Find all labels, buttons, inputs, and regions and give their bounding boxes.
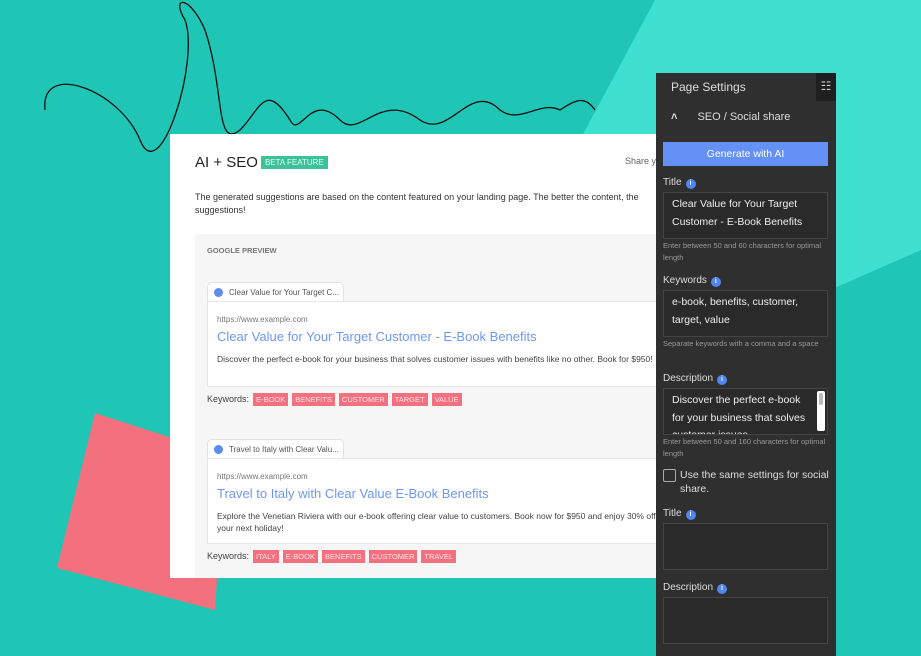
squiggle-line [44, 1, 596, 152]
info-icon[interactable]: i [710, 277, 721, 287]
social-description-field[interactable] [663, 597, 828, 644]
keyword-tag: BENEFITS [321, 550, 365, 563]
social-title-field[interactable] [663, 523, 828, 570]
result-url: https://www.example.com [217, 472, 308, 481]
keywords-field[interactable]: e-book, benefits, customer, target, valu… [663, 290, 828, 337]
google-preview: GOOGLE PREVIEW Clear Value for Your Targ… [195, 234, 670, 578]
title-label: Title i [663, 177, 696, 189]
keywords-row: Keywords: E-BOOK BENEFITS CUSTOMER TARGET VAL… [207, 393, 462, 406]
globe-icon [214, 445, 223, 454]
tab-title: Travel to Italy with Clear Valu... [229, 445, 339, 454]
google-preview-label: GOOGLE PREVIEW [207, 246, 277, 255]
grid-menu-icon[interactable]: ☷ [816, 73, 836, 101]
search-result: https://www.example.com Travel to Italy … [207, 458, 670, 544]
keyword-tag: TRAVEL [421, 550, 457, 563]
description-label: Description i [663, 373, 728, 385]
title-text: AI + SEO [195, 154, 258, 171]
same-settings-label[interactable]: Use the same settings for social share. [680, 469, 829, 495]
result-title[interactable]: Travel to Italy with Clear Value E-Book … [217, 486, 489, 501]
keyword-tag: E-BOOK [282, 550, 318, 563]
globe-icon [214, 288, 223, 297]
search-result: https://www.example.com Clear Value for … [207, 301, 670, 387]
label-text: Description [663, 373, 714, 384]
info-icon[interactable]: i [717, 375, 728, 385]
keywords-hint: Separate keywords with a comma and a spa… [663, 339, 819, 348]
info-icon[interactable]: i [685, 510, 696, 520]
tab-title: Clear Value for Your Target C... [229, 288, 339, 297]
browser-tab: Travel to Italy with Clear Valu... [207, 439, 344, 459]
label-text: Title [663, 508, 682, 519]
browser-tab: Clear Value for Your Target C... [207, 282, 344, 302]
info-icon[interactable]: i [685, 179, 696, 189]
title-hint: Enter between 50 and 60 characters for o… [663, 241, 822, 262]
result-url: https://www.example.com [217, 315, 308, 324]
label-text: Keywords [663, 275, 707, 286]
keyword-tag: BENEFITS [292, 393, 335, 406]
intro-text: The generated suggestions are based on t… [195, 192, 639, 215]
seo-section-toggle[interactable]: ˄ SEO / Social share [671, 111, 790, 123]
label-text: Title [663, 177, 682, 188]
keyword-tag: ITALY [253, 550, 279, 563]
page-title: AI + SEO BETA FEATURE [195, 154, 328, 171]
panel-title: Page Settings [671, 80, 746, 94]
keyword-tag: CUSTOMER [368, 550, 418, 563]
label-text: Description [663, 582, 714, 593]
generate-with-ai-button[interactable]: Generate with AI [663, 142, 828, 166]
section-label: SEO / Social share [697, 111, 791, 123]
beta-badge: BETA FEATURE [260, 156, 328, 169]
description-hint: Enter between 50 and 160 characters for … [663, 437, 826, 458]
result-description: Explore the Venetian Riviera with our e-… [217, 511, 656, 533]
keywords-row: Keywords: ITALY E-BOOK BENEFITS CUSTOMER TRAV… [207, 550, 457, 563]
keywords-label: Keywords: [207, 394, 250, 404]
ai-seo-card: AI + SEO BETA FEATURE Share y The generat… [170, 134, 670, 578]
info-icon[interactable]: i [717, 584, 728, 594]
description-field[interactable]: Discover the perfect e-book for your bus… [663, 388, 828, 435]
title-field[interactable]: Clear Value for Your Target Customer - E… [663, 192, 828, 239]
scrollbar[interactable] [817, 391, 825, 431]
keyword-tag: TARGET [391, 393, 428, 406]
keyword-tag: VALUE [431, 393, 462, 406]
keywords-label: Keywords: [207, 551, 250, 561]
description-text: Discover the perfect e-book for your bus… [672, 394, 806, 435]
social-title-label: Title i [663, 508, 696, 520]
chevron-up-icon: ˄ [671, 111, 678, 123]
keyword-tag: CUSTOMER [338, 393, 388, 406]
keywords-label: Keywords i [663, 275, 721, 287]
result-title[interactable]: Clear Value for Your Target Customer - E… [217, 329, 537, 344]
keyword-tag: E-BOOK [253, 393, 289, 406]
same-settings-checkbox[interactable] [663, 469, 676, 482]
social-description-label: Description i [663, 582, 728, 594]
page-settings-panel: Page Settings ☷ ˄ SEO / Social share Gene… [656, 73, 836, 656]
share-link[interactable]: Share y [625, 156, 657, 166]
result-description: Discover the perfect e-book for your bus… [217, 354, 653, 364]
